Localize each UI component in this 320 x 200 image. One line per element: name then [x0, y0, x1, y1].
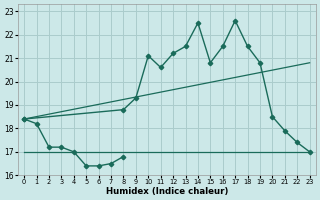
X-axis label: Humidex (Indice chaleur): Humidex (Indice chaleur) [106, 187, 228, 196]
